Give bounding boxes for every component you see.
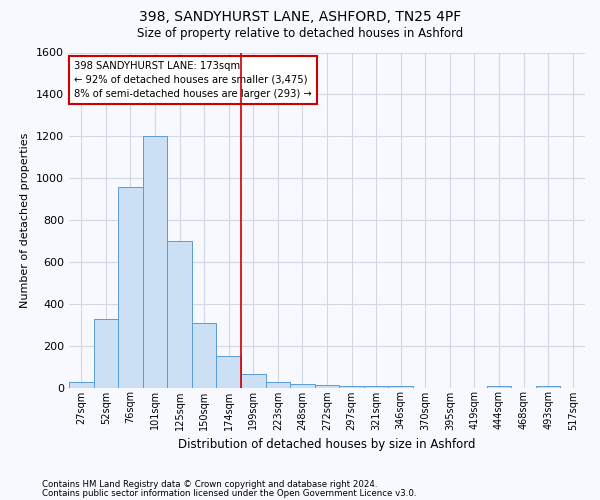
Bar	[69, 382, 94, 388]
Text: 398 SANDYHURST LANE: 173sqm
← 92% of detached houses are smaller (3,475)
8% of s: 398 SANDYHURST LANE: 173sqm ← 92% of det…	[74, 61, 312, 99]
Bar	[241, 374, 266, 388]
Bar	[143, 136, 167, 388]
Bar	[315, 386, 339, 388]
Bar	[487, 386, 511, 388]
Bar	[339, 386, 364, 388]
Bar	[217, 356, 241, 388]
Bar	[118, 186, 143, 388]
Bar	[192, 322, 217, 388]
Bar	[388, 386, 413, 388]
Bar	[290, 384, 315, 388]
Bar	[364, 386, 388, 388]
Y-axis label: Number of detached properties: Number of detached properties	[20, 132, 31, 308]
Text: Contains HM Land Registry data © Crown copyright and database right 2024.: Contains HM Land Registry data © Crown c…	[42, 480, 377, 489]
Bar	[167, 241, 192, 388]
Text: Contains public sector information licensed under the Open Government Licence v3: Contains public sector information licen…	[42, 489, 416, 498]
Text: Size of property relative to detached houses in Ashford: Size of property relative to detached ho…	[137, 28, 463, 40]
X-axis label: Distribution of detached houses by size in Ashford: Distribution of detached houses by size …	[178, 438, 476, 451]
Text: 398, SANDYHURST LANE, ASHFORD, TN25 4PF: 398, SANDYHURST LANE, ASHFORD, TN25 4PF	[139, 10, 461, 24]
Bar	[94, 320, 118, 388]
Bar	[536, 386, 560, 388]
Bar	[266, 382, 290, 388]
